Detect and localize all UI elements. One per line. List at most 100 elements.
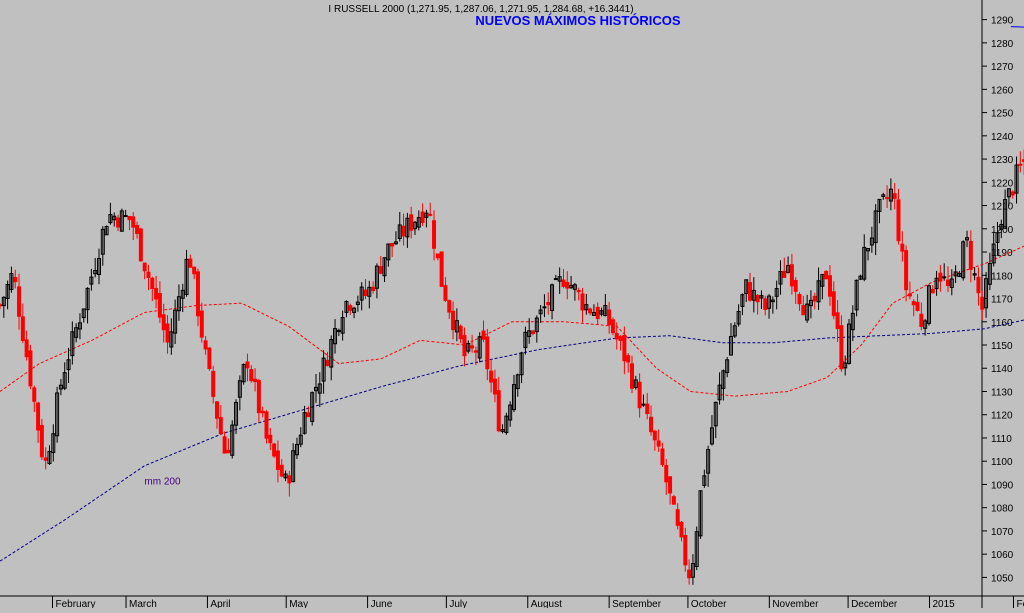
- x-tick-label: February: [56, 599, 96, 608]
- candle-down: [306, 412, 311, 418]
- candle-up: [359, 286, 364, 301]
- series-mm-50: [0, 245, 1024, 397]
- candle-up: [104, 225, 109, 236]
- candle-up: [740, 294, 745, 307]
- candle-up: [858, 275, 863, 280]
- candle-up: [47, 450, 52, 465]
- candle-up: [599, 310, 604, 315]
- candle-down: [900, 243, 905, 252]
- candle-up: [405, 217, 410, 238]
- candle-down: [919, 313, 924, 327]
- candle-up: [694, 531, 699, 568]
- x-tick-label: August: [531, 599, 562, 608]
- candle-down: [492, 378, 497, 395]
- candle-down: [218, 417, 223, 435]
- candle-up: [119, 210, 124, 232]
- candle-down: [531, 330, 536, 334]
- candle-up: [412, 221, 417, 230]
- candle-up: [55, 392, 60, 437]
- candle-down: [907, 293, 912, 297]
- candle-down: [363, 289, 368, 297]
- x-tick-label: February: [1017, 599, 1024, 608]
- candle-up: [538, 309, 543, 315]
- y-tick-label: 1270: [991, 62, 1014, 73]
- candle-up: [355, 301, 360, 306]
- candle-down: [39, 425, 44, 458]
- candle-down: [420, 211, 425, 224]
- candle-up: [500, 429, 505, 432]
- y-tick-label: 1180: [991, 271, 1013, 282]
- candle-up: [58, 384, 63, 390]
- candle-up: [873, 210, 878, 244]
- candle-down: [622, 334, 627, 362]
- candle-up: [180, 289, 185, 299]
- candle-up: [774, 288, 779, 297]
- candle-up: [721, 370, 726, 389]
- candle-up: [984, 278, 989, 309]
- candle-up: [751, 289, 756, 301]
- candle-up: [367, 286, 372, 297]
- candle-up: [557, 276, 562, 282]
- candle-down: [968, 240, 973, 270]
- candle-up: [725, 359, 730, 374]
- candle-up: [1003, 199, 1008, 229]
- candle-up: [850, 312, 855, 331]
- candle-down: [656, 440, 661, 447]
- candle-down: [607, 309, 612, 326]
- candle-up: [995, 232, 1000, 243]
- candle-down: [629, 363, 634, 389]
- candle-down: [748, 282, 753, 301]
- x-tick-label: April: [210, 599, 230, 608]
- y-tick-label: 1220: [991, 178, 1014, 189]
- candle-up: [869, 237, 874, 246]
- candle-up: [302, 412, 307, 434]
- y-tick-label: 1140: [991, 364, 1013, 375]
- candle-up: [386, 243, 391, 261]
- candle-up: [424, 212, 429, 218]
- candle-down: [447, 300, 452, 313]
- candle-up: [234, 401, 239, 426]
- candle-down: [755, 294, 760, 303]
- candle-down: [580, 293, 585, 311]
- x-tick-label: September: [612, 599, 662, 608]
- candle-up: [949, 278, 954, 289]
- candle-down: [782, 270, 787, 278]
- x-tick-label: December: [851, 599, 898, 608]
- y-tick-label: 1240: [991, 132, 1014, 143]
- candle-down: [980, 296, 985, 310]
- candle-down: [481, 330, 486, 340]
- candle-up: [991, 243, 996, 264]
- candle-down: [576, 290, 581, 293]
- annotation-mm-200: mm 200: [144, 476, 181, 487]
- candle-down: [645, 403, 650, 415]
- candle-up: [51, 433, 56, 453]
- candle-down: [24, 339, 29, 358]
- candle-down: [831, 291, 836, 317]
- candle-up: [942, 276, 947, 279]
- candle-up: [397, 224, 402, 239]
- candle-down: [1010, 191, 1015, 196]
- y-tick-label: 1110: [991, 434, 1012, 445]
- x-tick-label: October: [691, 599, 727, 608]
- candle-up: [9, 273, 14, 290]
- candle-down: [32, 387, 37, 402]
- candle-up: [176, 296, 181, 312]
- candle-up: [382, 257, 387, 277]
- candle-up: [393, 241, 398, 245]
- y-tick-label: 1280: [991, 39, 1014, 50]
- candle-up: [553, 278, 558, 281]
- y-tick-label: 1190: [991, 248, 1013, 259]
- candle-down: [637, 381, 642, 409]
- candle-down: [20, 316, 25, 342]
- candle-down: [812, 295, 817, 302]
- candles: [0, 149, 1024, 585]
- candle-up: [317, 383, 322, 394]
- candle-up: [89, 276, 94, 285]
- y-tick-label: 1200: [991, 225, 1014, 236]
- y-tick-label: 1260: [991, 85, 1014, 96]
- candle-down: [28, 350, 33, 387]
- candle-down: [671, 496, 676, 505]
- candle-up: [5, 284, 10, 299]
